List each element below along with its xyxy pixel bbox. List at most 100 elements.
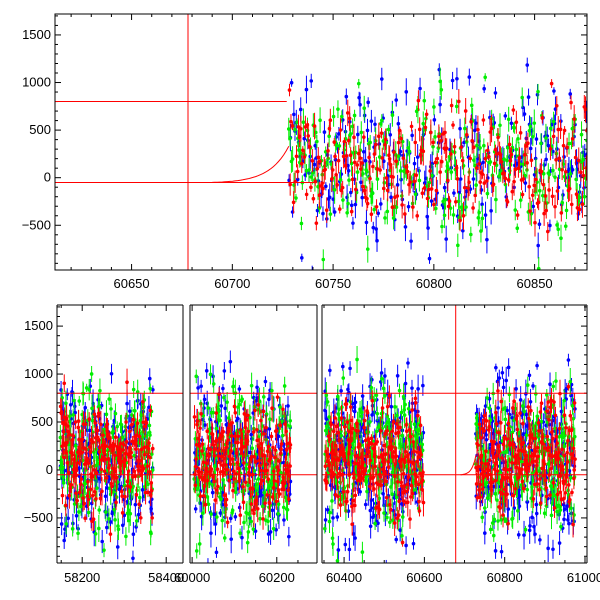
top-point-0-155	[456, 233, 460, 258]
top-point-0-79	[370, 182, 375, 204]
top-point-0-42	[332, 175, 337, 204]
data-point	[340, 114, 344, 119]
top-point-1-168	[474, 115, 478, 132]
data-point	[564, 208, 569, 213]
data-point	[381, 186, 386, 191]
data-point	[353, 187, 358, 192]
data-point	[315, 208, 320, 213]
data-point	[504, 378, 508, 383]
bottom-point-1-293	[228, 350, 233, 373]
top-point-1-70	[364, 209, 369, 236]
data-point	[396, 140, 401, 145]
top-point-1-182	[489, 197, 493, 225]
data-point	[413, 140, 418, 145]
data-point	[383, 374, 387, 378]
data-point	[485, 191, 490, 196]
data-point	[307, 168, 311, 172]
data-point	[427, 180, 432, 185]
top-point-1-238	[552, 87, 556, 95]
top-point-2-15	[304, 188, 309, 201]
data-point	[394, 205, 399, 209]
data-point	[288, 136, 292, 141]
bottom-point-1-743	[504, 366, 508, 395]
data-point	[579, 170, 583, 175]
top-point-2-206	[514, 110, 519, 134]
data-point	[518, 398, 523, 402]
data-point	[364, 220, 369, 225]
data-point	[392, 150, 396, 154]
data-point	[505, 200, 510, 204]
data-point	[471, 145, 476, 150]
top-point-0-60	[352, 109, 357, 122]
data-point	[443, 197, 448, 202]
data-point	[485, 237, 489, 242]
bottom-point-1-717	[493, 542, 498, 559]
top-point-2-240	[553, 194, 557, 219]
data-point	[352, 160, 357, 165]
data-point	[491, 182, 496, 187]
bottom-point-1-627	[404, 536, 408, 555]
data-point	[322, 130, 327, 134]
top-point-2-203	[511, 105, 516, 116]
top-point-1-137	[438, 96, 442, 114]
bottom-point-1-224	[199, 379, 203, 393]
top-point-0-180	[483, 73, 487, 82]
data-point	[576, 158, 581, 163]
data-point	[282, 518, 286, 522]
data-point	[403, 225, 408, 229]
bottom-point-1-481	[343, 537, 348, 552]
data-point	[461, 228, 465, 233]
data-point	[489, 209, 493, 213]
data-point	[299, 221, 304, 226]
data-point	[469, 103, 474, 108]
data-point	[512, 126, 517, 130]
top-point-1-225	[537, 219, 542, 230]
data-point	[552, 89, 556, 93]
top-axes-frame	[54, 13, 588, 271]
data-point	[452, 144, 457, 149]
data-point	[361, 150, 366, 154]
top-point-2-237	[549, 79, 554, 89]
data-point	[297, 148, 301, 152]
data-point	[353, 202, 358, 207]
data-point	[440, 224, 444, 229]
top-point-1-246	[561, 189, 565, 201]
data-point	[528, 146, 533, 151]
data-point	[515, 226, 520, 231]
data-point	[585, 127, 587, 131]
data-point	[342, 139, 347, 144]
data-point	[306, 134, 311, 138]
data-point	[437, 134, 441, 139]
top-point-1-31	[322, 121, 327, 144]
data-point	[435, 156, 440, 161]
bottom-point-1-582	[385, 559, 387, 563]
top-point-2-167	[471, 202, 475, 214]
data-point	[356, 132, 360, 137]
top-point-0-71	[364, 163, 368, 177]
data-point	[321, 211, 325, 216]
data-point	[396, 154, 401, 158]
data-point	[223, 406, 227, 411]
data-point	[286, 127, 291, 131]
top-point-1-176	[482, 84, 486, 93]
top-point-2-23	[313, 176, 318, 187]
data-point	[580, 202, 585, 207]
data-point	[206, 566, 210, 570]
top-point-1-87	[382, 152, 386, 170]
top-point-1-58	[351, 216, 355, 230]
top-point-0-3	[290, 146, 295, 172]
data-point	[529, 158, 534, 163]
top-point-0-167	[469, 226, 473, 243]
data-point	[463, 126, 467, 131]
data-point	[365, 247, 370, 251]
bottom-point-1-304	[233, 512, 238, 521]
data-point	[385, 209, 390, 214]
top-point-1-82	[376, 209, 381, 218]
top-point-2-57	[349, 207, 354, 217]
data-point	[395, 183, 400, 187]
data-point	[542, 163, 547, 167]
data-point	[314, 221, 319, 225]
top-point-2-256	[569, 194, 574, 215]
data-point	[287, 88, 292, 92]
data-point	[367, 155, 371, 160]
